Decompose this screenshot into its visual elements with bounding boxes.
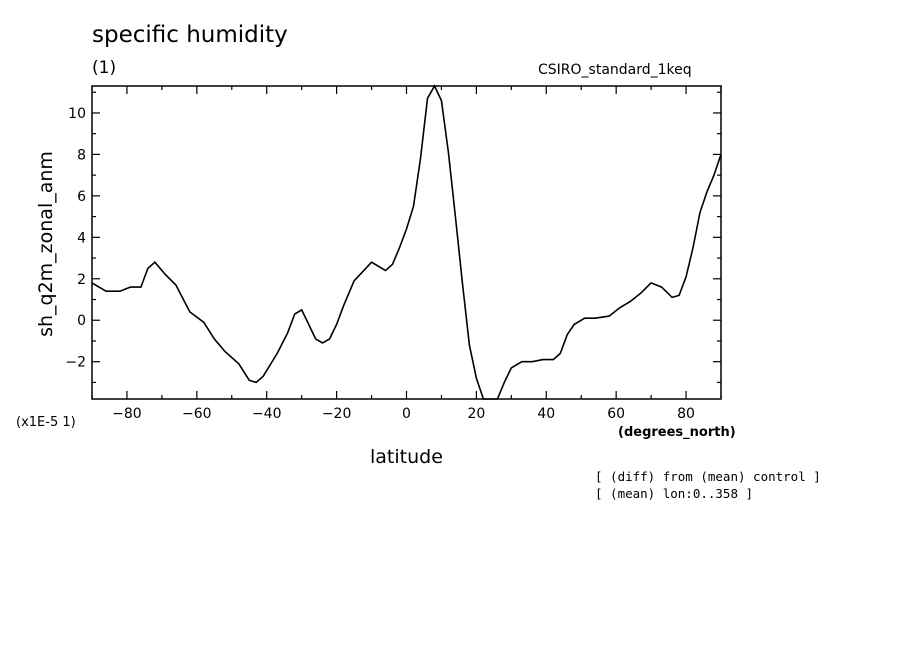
y-tick-label: 0 — [77, 313, 86, 329]
x-tick-label: 20 — [467, 406, 485, 422]
y-tick-label: −2 — [65, 355, 86, 371]
x-tick-label: −20 — [322, 406, 352, 422]
data-line — [91, 84, 722, 400]
y-tick-label: 4 — [77, 230, 86, 246]
axis-ticks — [91, 86, 722, 399]
y-tick-label: 10 — [68, 106, 86, 122]
dataset-label: CSIRO_standard_1keq — [538, 62, 692, 78]
plot-frame — [91, 85, 722, 400]
x-tick-label: 60 — [607, 406, 625, 422]
x-tick-label: 80 — [677, 406, 695, 422]
y-tick-label: 8 — [77, 147, 86, 163]
x-axis-units: (degrees_north) — [618, 425, 736, 440]
y-scale-note: (x1E-5 1) — [16, 415, 76, 430]
y-tick-label: 2 — [77, 272, 86, 288]
x-tick-label: 40 — [537, 406, 555, 422]
diff-note: [ (diff) from (mean) control ] — [595, 469, 821, 484]
chart-title: specific humidity — [92, 22, 288, 48]
x-axis-label: latitude — [370, 446, 443, 468]
mean-note: [ (mean) lon:0..358 ] — [595, 486, 754, 501]
x-tick-label: −60 — [182, 406, 212, 422]
y-tick-label: 6 — [77, 189, 86, 205]
x-tick-label: −40 — [252, 406, 282, 422]
chart-subtitle: (1) — [92, 58, 117, 78]
x-tick-label: −80 — [112, 406, 142, 422]
x-tick-label: 0 — [402, 406, 411, 422]
